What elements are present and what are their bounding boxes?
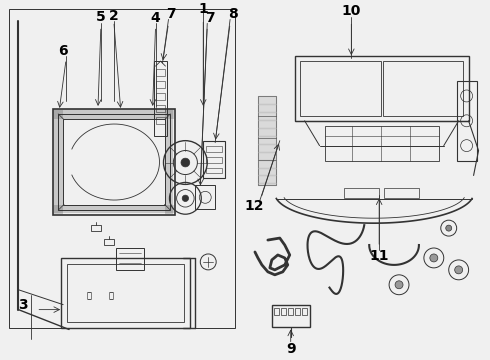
Text: 卌: 卌	[108, 291, 113, 300]
Bar	[206, 146, 222, 152]
Bar	[206, 157, 222, 162]
Polygon shape	[258, 159, 276, 167]
Bar	[302, 308, 307, 315]
Bar	[58, 114, 171, 210]
Bar	[457, 81, 477, 161]
Text: 8: 8	[228, 8, 238, 22]
Text: 3: 3	[19, 298, 28, 312]
Polygon shape	[258, 96, 276, 104]
Text: 7: 7	[205, 12, 215, 26]
Polygon shape	[258, 183, 276, 185]
Polygon shape	[258, 112, 276, 120]
Bar	[384, 188, 419, 198]
Bar	[53, 109, 175, 215]
Bar	[155, 93, 166, 100]
Bar	[63, 119, 166, 205]
Circle shape	[446, 225, 452, 231]
Bar	[274, 308, 279, 315]
Bar	[344, 188, 379, 198]
Text: 6: 6	[58, 44, 68, 58]
Circle shape	[182, 195, 189, 202]
Bar	[294, 56, 468, 121]
Polygon shape	[258, 128, 276, 136]
Text: 卌: 卌	[86, 291, 92, 300]
Polygon shape	[258, 144, 276, 152]
Bar	[116, 248, 144, 270]
Circle shape	[181, 158, 190, 167]
Bar	[67, 264, 184, 321]
Bar	[281, 308, 286, 315]
Polygon shape	[258, 136, 276, 144]
Bar	[155, 69, 166, 76]
Bar	[9, 9, 235, 328]
Polygon shape	[258, 152, 276, 159]
Circle shape	[430, 254, 438, 262]
Bar	[324, 126, 439, 161]
Bar	[206, 167, 222, 174]
Bar	[155, 105, 166, 112]
Text: 5: 5	[96, 10, 106, 24]
Bar	[258, 96, 276, 185]
Bar	[155, 81, 166, 88]
Text: 9: 9	[286, 342, 295, 356]
Bar	[104, 239, 114, 245]
Bar	[272, 305, 310, 327]
Polygon shape	[258, 167, 276, 175]
Text: 11: 11	[369, 249, 389, 263]
Bar	[153, 61, 168, 136]
Bar	[61, 258, 190, 328]
Text: 4: 4	[151, 12, 160, 26]
Bar	[91, 225, 101, 231]
Polygon shape	[258, 104, 276, 112]
Bar	[196, 185, 215, 209]
Text: 2: 2	[109, 9, 119, 23]
Circle shape	[395, 281, 403, 289]
Text: 12: 12	[244, 199, 264, 213]
Bar	[383, 61, 463, 116]
Text: 1: 1	[198, 3, 208, 17]
Text: 10: 10	[342, 4, 361, 18]
Bar	[203, 141, 225, 179]
Bar	[300, 61, 381, 116]
Circle shape	[455, 266, 463, 274]
Bar	[155, 117, 166, 124]
Polygon shape	[258, 120, 276, 128]
Polygon shape	[258, 175, 276, 183]
Bar	[288, 308, 293, 315]
Text: 7: 7	[166, 8, 175, 22]
Bar	[294, 308, 300, 315]
